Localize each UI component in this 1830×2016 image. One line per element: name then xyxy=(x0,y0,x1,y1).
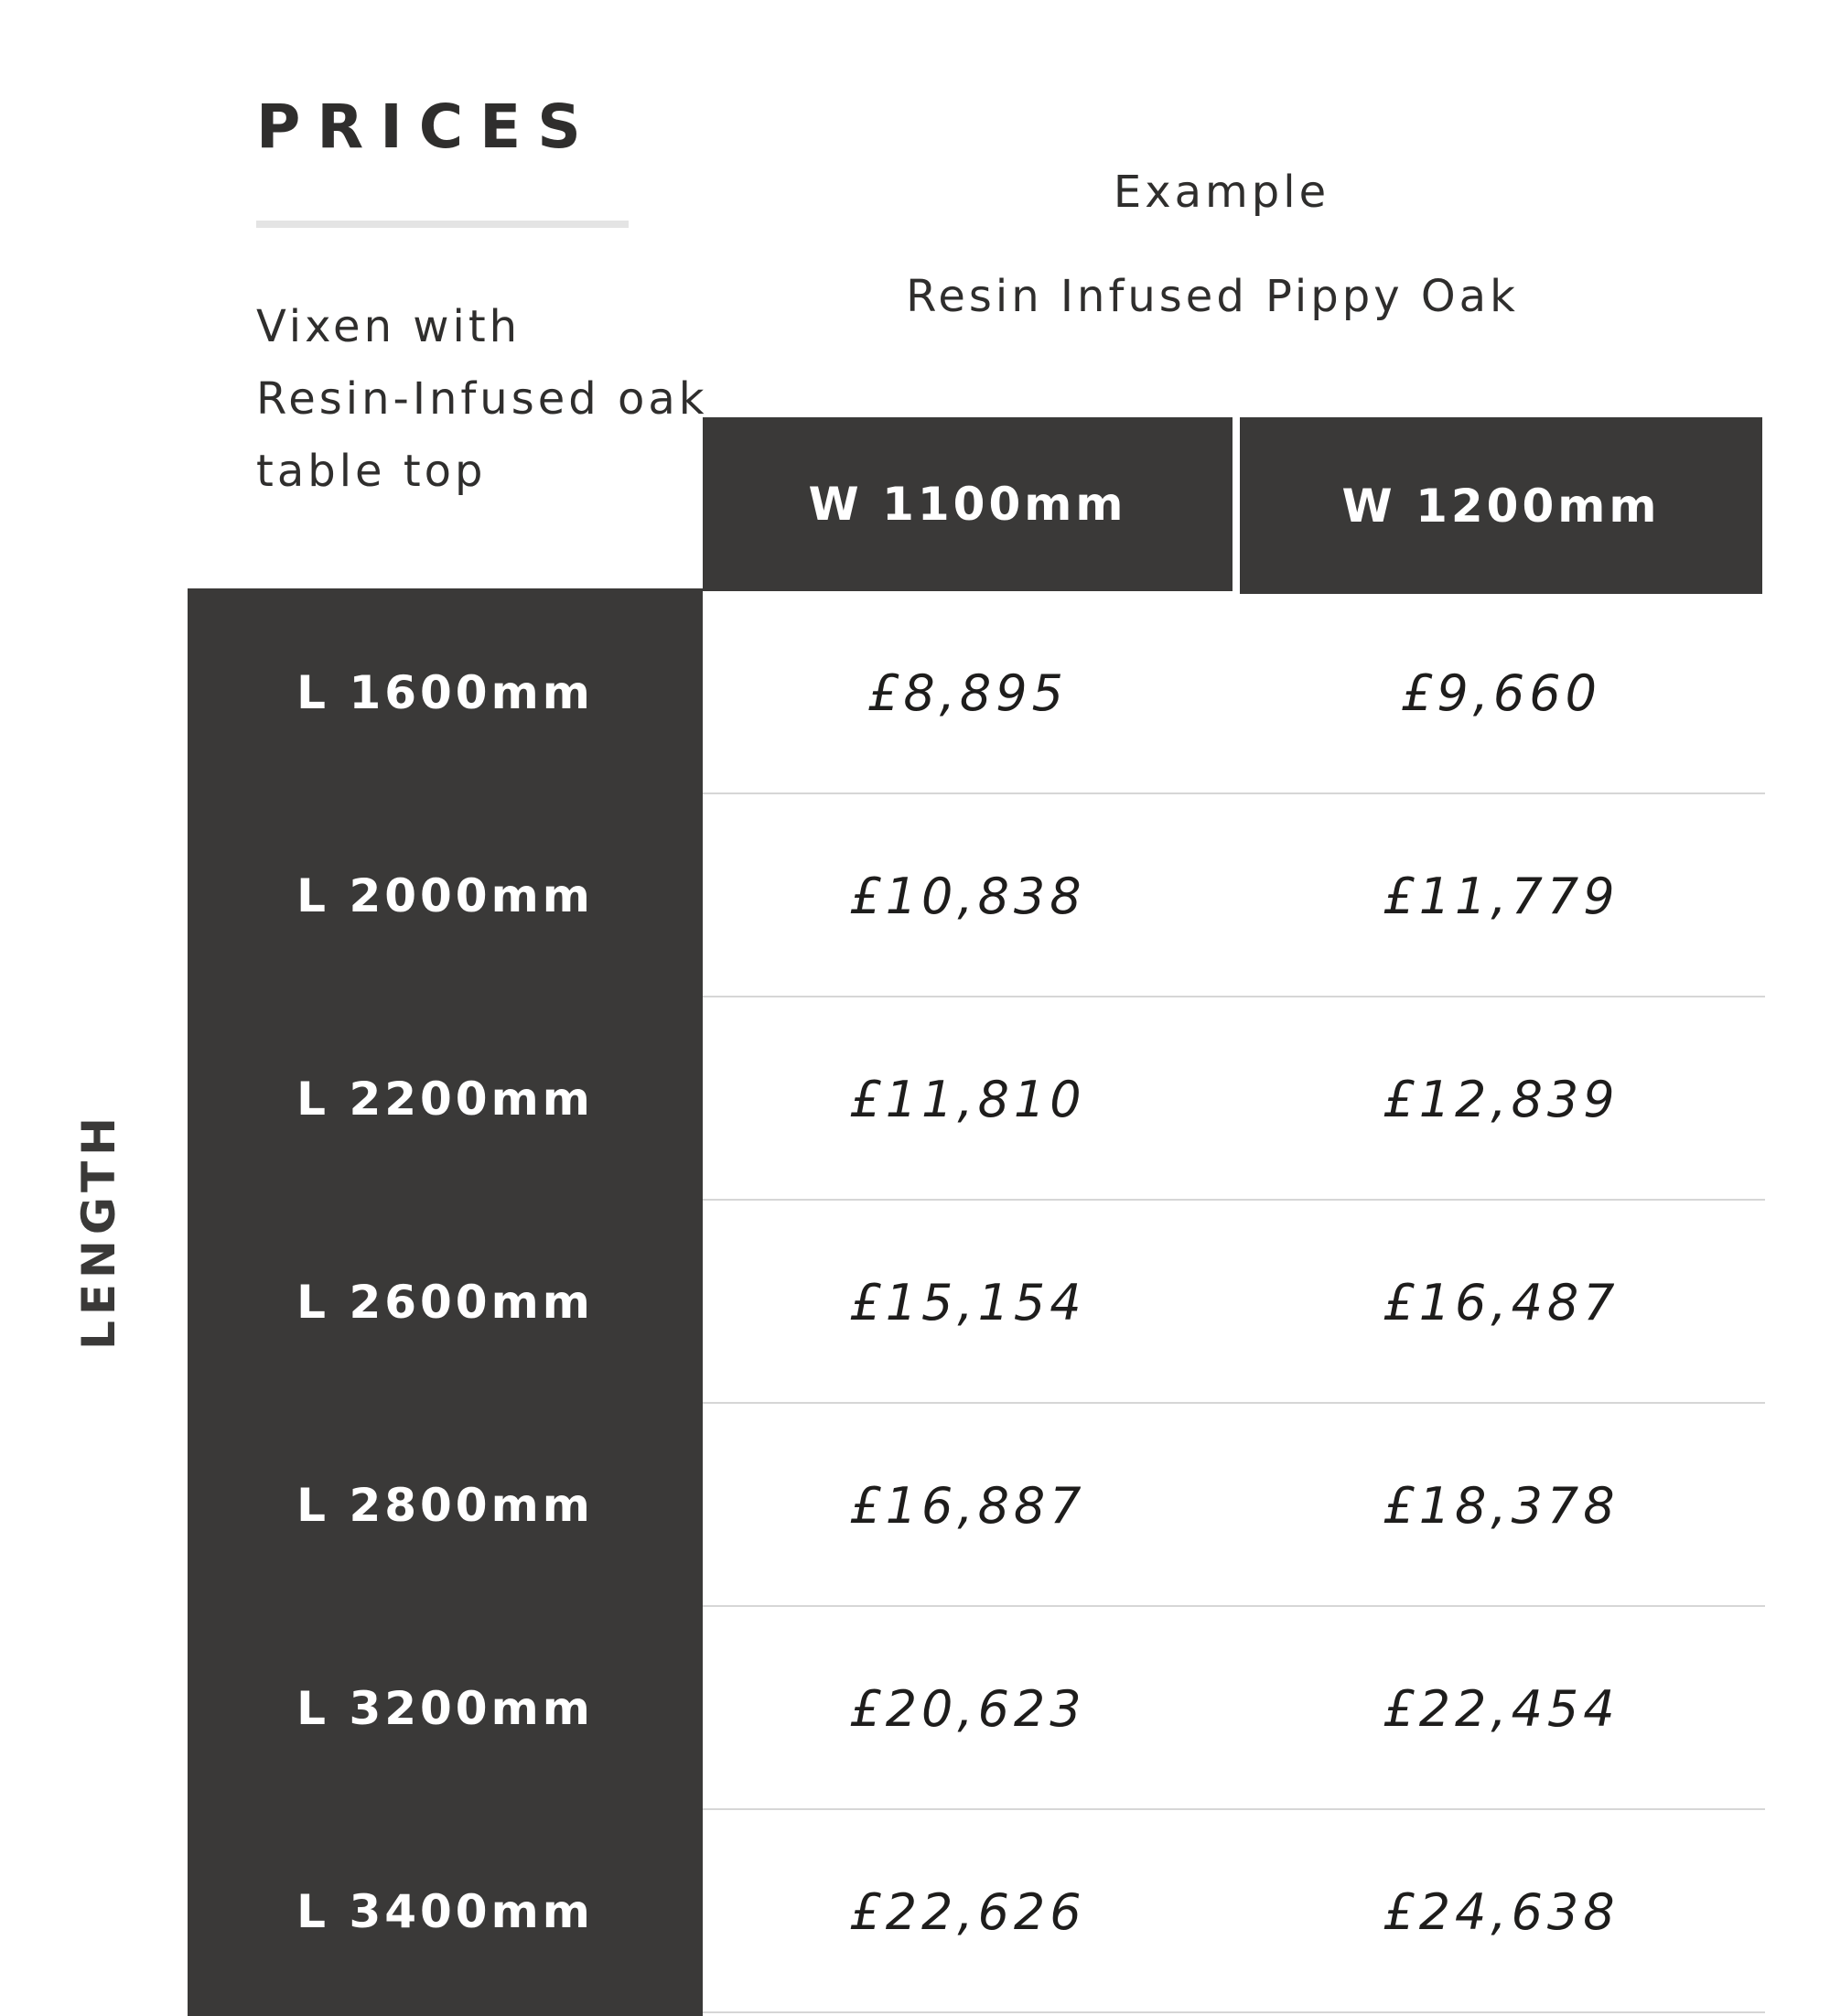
page-title: PRICES xyxy=(256,92,597,162)
description-line: Vixen with xyxy=(256,301,522,352)
table-row: L 2200mm £11,810 £12,839 xyxy=(188,997,1765,1201)
price-cell-w1100: £20,623 xyxy=(849,1679,1086,1738)
table-row: L 2800mm £16,887 £18,378 xyxy=(188,1404,1765,1607)
price-cell-w1100: £8,895 xyxy=(867,663,1068,722)
row-length-label: L 3400mm xyxy=(296,1885,594,1938)
title-underline xyxy=(256,221,629,228)
product-description: Vixen with Resin-Infused oak table top xyxy=(256,291,708,508)
price-cell-w1200: £16,487 xyxy=(1383,1273,1620,1331)
row-length-label: L 2200mm xyxy=(296,1073,594,1126)
row-divider xyxy=(703,1199,1765,1201)
price-cell-w1200: £11,779 xyxy=(1383,867,1620,925)
row-length-label: L 3200mm xyxy=(296,1682,594,1735)
price-cell-w1200: £22,454 xyxy=(1383,1679,1620,1738)
price-cell-w1100: £15,154 xyxy=(849,1273,1086,1331)
length-axis-label: LENGTH xyxy=(72,1112,125,1350)
price-cell-w1200: £9,660 xyxy=(1401,663,1601,722)
row-divider xyxy=(703,792,1765,794)
table-row: L 2000mm £10,838 £11,779 xyxy=(188,794,1765,997)
row-length-label: L 2800mm xyxy=(296,1479,594,1532)
length-column-background xyxy=(188,588,703,2016)
price-cell-w1100: £10,838 xyxy=(849,867,1086,925)
description-line: table top xyxy=(256,446,487,497)
row-length-label: L 1600mm xyxy=(296,666,594,719)
row-divider xyxy=(703,996,1765,997)
table-row: L 3200mm £20,623 £22,454 xyxy=(188,1607,1765,1810)
example-label: Example xyxy=(1113,167,1330,218)
row-divider xyxy=(703,1605,1765,1607)
table-row: L 3400mm £22,626 £24,638 xyxy=(188,1810,1765,2013)
price-cell-w1100: £16,887 xyxy=(849,1476,1086,1535)
table-row: L 1600mm £8,895 £9,660 xyxy=(188,591,1765,794)
row-divider xyxy=(703,1402,1765,1404)
row-length-label: L 2000mm xyxy=(296,869,594,922)
price-cell-w1200: £18,378 xyxy=(1383,1476,1620,1535)
description-line: Resin-Infused oak xyxy=(256,373,708,425)
price-cell-w1200: £12,839 xyxy=(1383,1070,1620,1128)
price-cell-w1100: £11,810 xyxy=(849,1070,1086,1128)
column-header-w1100: W 1100mm xyxy=(703,417,1233,591)
row-divider xyxy=(703,2011,1765,2013)
row-divider xyxy=(703,1808,1765,1810)
column-header-w1200: W 1200mm xyxy=(1240,417,1762,594)
table-row: L 2600mm £15,154 £16,487 xyxy=(188,1201,1765,1404)
price-cell-w1200: £24,638 xyxy=(1383,1882,1620,1941)
material-label: Resin Infused Pippy Oak xyxy=(906,271,1519,322)
row-length-label: L 2600mm xyxy=(296,1276,594,1329)
price-cell-w1100: £22,626 xyxy=(849,1882,1086,1941)
